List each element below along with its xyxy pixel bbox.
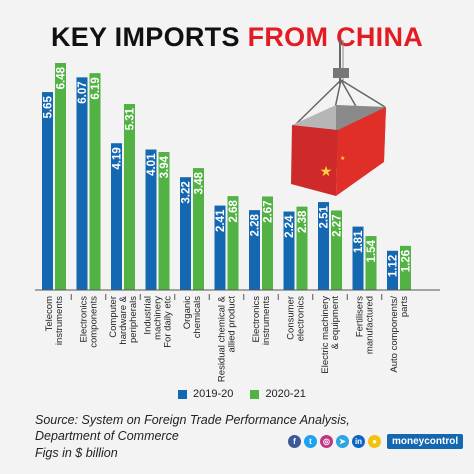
data-label: 3.94	[159, 155, 171, 178]
bar-2020-21-2	[124, 103, 135, 290]
bar-2020-21-8	[331, 210, 342, 290]
facebook-icon[interactable]: f	[288, 435, 301, 448]
category-label: Telecominstruments	[44, 296, 65, 345]
data-label: 1.12	[388, 255, 400, 277]
bar-2020-21-9	[365, 236, 377, 290]
category-label: IndustrialmachineryFor daily etc	[143, 296, 174, 348]
bar-2019-20-2	[111, 143, 122, 290]
data-label: 5.31	[125, 107, 137, 130]
bar-2019-20-9	[352, 226, 364, 290]
bar-2019-20-3	[145, 149, 157, 290]
crane-hook	[333, 68, 349, 78]
data-label: 1.81	[353, 230, 365, 253]
bar-2019-20-8	[318, 202, 329, 290]
bar-2019-20-10	[387, 250, 398, 290]
category-label: Computerhardware &peripherals	[108, 295, 139, 344]
data-label: 6.48	[56, 66, 68, 89]
units-note: Figs in $ billion	[35, 446, 118, 460]
data-label: 4.19	[112, 147, 124, 169]
bar-2020-21-1	[89, 73, 101, 290]
telegram-icon[interactable]: ➤	[336, 435, 349, 448]
category-label: Electric machinery& equipment	[320, 296, 341, 374]
data-label: 2.27	[332, 214, 344, 236]
bar-2019-20-0	[42, 92, 53, 290]
legend-label: 2019-20	[193, 388, 234, 400]
legend-item-2019-20: 2019-20	[178, 388, 233, 400]
source-note: Source: System on Foreign Trade Performa…	[35, 413, 350, 443]
linkedin-icon[interactable]: in	[352, 435, 365, 448]
data-label: 6.19	[90, 77, 102, 99]
container-illustration: ★ ★	[291, 40, 386, 196]
data-label: 4.01	[146, 153, 158, 176]
bar-2020-21-3	[158, 151, 170, 290]
flag-small-star-icon: ★	[340, 155, 345, 162]
instagram-icon[interactable]: ◎	[320, 435, 333, 448]
data-label: 2.24	[284, 215, 296, 238]
category-label: Fertilisersmanufactured	[355, 296, 376, 354]
category-label: Consumerelectronics	[286, 296, 307, 342]
bar-2019-20-4	[180, 177, 191, 290]
data-label: 2.28	[250, 214, 262, 237]
data-label: 2.51	[319, 205, 331, 228]
sling-1	[294, 79, 342, 126]
data-label: 2.67	[263, 200, 275, 222]
bar-2020-21-10	[400, 245, 411, 290]
category-label: Organicchemicals	[182, 296, 203, 338]
bar-2020-21-5	[227, 196, 239, 290]
bar-2020-21-6	[262, 196, 273, 290]
legend: 2019-20 2020-21	[178, 388, 320, 402]
chart-title: KEY IMPORTS FROM CHINA	[0, 22, 474, 53]
koo-icon[interactable]: ●	[368, 435, 381, 448]
legend-label: 2020-21	[265, 388, 306, 400]
category-label: Residual chemical &allied product	[217, 295, 238, 382]
twitter-icon[interactable]: t	[304, 435, 317, 448]
container-end	[336, 107, 386, 196]
bar-2019-20-1	[76, 77, 88, 290]
data-label: 1.54	[366, 239, 378, 262]
data-label: 2.38	[297, 210, 309, 233]
data-label: 5.65	[43, 95, 55, 118]
bar-2020-21-7	[296, 206, 308, 290]
category-label: Auto components/parts	[389, 296, 410, 373]
legend-swatch-blue	[178, 389, 187, 399]
category-label: Electronicscomponents	[79, 296, 100, 348]
data-label: 3.48	[194, 171, 206, 194]
legend-swatch-green	[250, 389, 260, 399]
sling-3	[340, 79, 386, 108]
bar-2020-21-0	[55, 63, 66, 290]
category-label: Electronicsinstruments	[251, 296, 272, 345]
data-label: 2.41	[215, 209, 227, 232]
flag-star-icon: ★	[320, 163, 333, 179]
bars-layer: 5.656.48 Telecominstruments 6.07 6.19 Electr…	[35, 63, 440, 382]
bar-2020-21-4	[193, 168, 204, 290]
social-bar: f t ◎ ➤ in ● moneycontrol	[288, 434, 464, 449]
data-label: 2.68	[228, 200, 240, 223]
title-part-2: FROM CHINA	[247, 22, 424, 52]
bar-2019-20-5	[214, 205, 226, 290]
legend-item-2020-21: 2020-21	[250, 388, 306, 400]
data-label: 1.26	[401, 250, 413, 272]
data-label: 3.22	[181, 181, 193, 203]
data-label: 6.07	[77, 81, 89, 103]
title-part-1: KEY IMPORTS	[50, 22, 248, 52]
bar-2019-20-7	[283, 211, 295, 290]
container-front	[291, 125, 338, 196]
brand-logo: moneycontrol	[387, 434, 464, 449]
bar-2019-20-6	[249, 210, 260, 290]
